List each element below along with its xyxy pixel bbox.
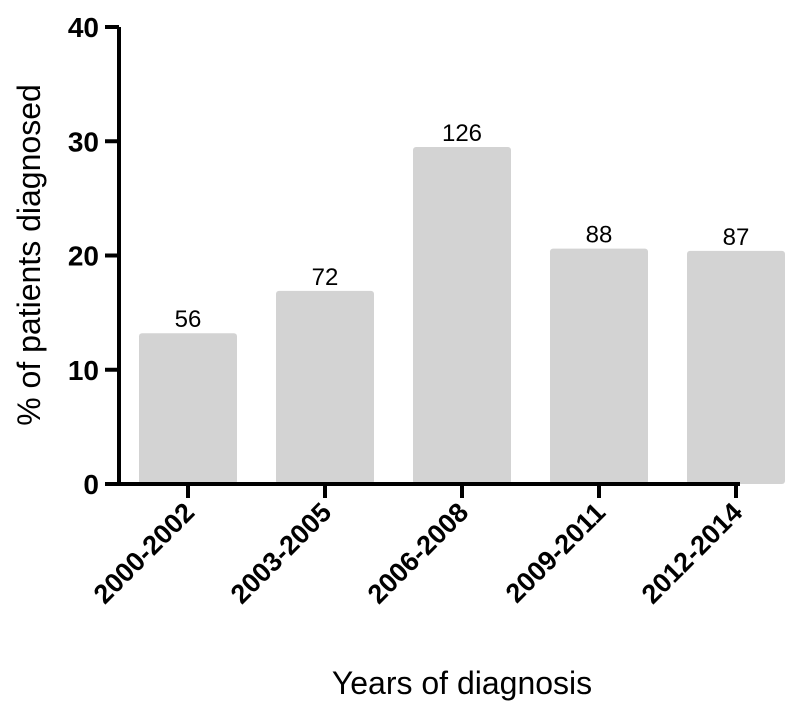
- x-category-label: 2003-2005: [225, 497, 338, 610]
- data-labels-group: 56 72 126 88 87: [175, 120, 750, 333]
- x-axis-title: Years of diagnosis: [332, 665, 592, 701]
- y-tick-label: 10: [68, 355, 99, 386]
- x-category-label: 2009-2011: [500, 497, 611, 608]
- y-axis-title: % of patients diagnosed: [11, 84, 47, 426]
- y-tick-label: 30: [68, 126, 99, 157]
- bar-data-label: 87: [723, 224, 750, 251]
- bars-group: [139, 146, 785, 484]
- x-category-label: 2000-2002: [88, 497, 201, 610]
- bar: [550, 248, 648, 484]
- bar-data-label: 56: [175, 306, 202, 333]
- y-tick-label: 40: [68, 12, 99, 43]
- bar-data-label: 72: [312, 264, 339, 291]
- x-axis: 2000-2002 2003-2005 2006-2008 2009-2011 2012…: [88, 482, 749, 610]
- x-category-label: 2012-2014: [636, 497, 749, 610]
- bar: [139, 333, 237, 484]
- bar-data-label: 88: [586, 222, 613, 249]
- y-tick-label: 20: [68, 241, 99, 272]
- y-axis: 0 10 20 30 40: [68, 12, 121, 500]
- x-category-label: 2006-2008: [362, 497, 475, 610]
- bar: [276, 290, 374, 484]
- bar: [413, 146, 511, 484]
- bar-data-label: 126: [442, 120, 482, 147]
- bar: [687, 250, 785, 484]
- y-tick-label: 0: [83, 469, 99, 500]
